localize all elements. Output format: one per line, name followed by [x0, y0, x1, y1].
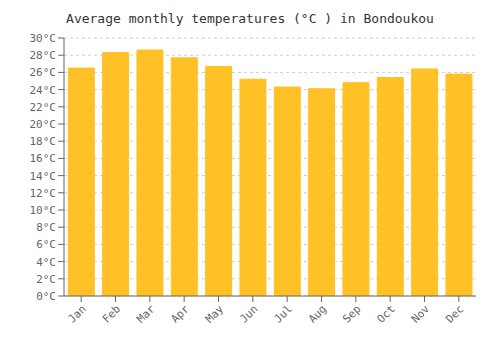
svg-text:4°C: 4°C — [36, 256, 56, 269]
svg-text:Jun: Jun — [237, 302, 260, 325]
svg-text:6°C: 6°C — [36, 238, 56, 251]
svg-text:30°C: 30°C — [30, 32, 57, 45]
svg-text:Oct: Oct — [375, 302, 398, 325]
svg-text:Feb: Feb — [100, 302, 123, 325]
svg-text:16°C: 16°C — [30, 152, 57, 165]
svg-text:Apr: Apr — [169, 302, 193, 326]
svg-text:Sep: Sep — [340, 302, 363, 325]
html-text:Average monthly temperatures (: Average monthly temperatures (°C ) in Bo… — [66, 11, 434, 26]
svg-text:10°C: 10°C — [30, 204, 57, 217]
svg-text:26°C: 26°C — [30, 66, 57, 79]
svg-text:28°C: 28°C — [30, 49, 57, 62]
svg-text:Aug: Aug — [306, 302, 329, 325]
svg-text:Mar: Mar — [134, 302, 158, 326]
svg-text:8°C: 8°C — [36, 221, 56, 234]
svg-text:22°C: 22°C — [30, 101, 57, 114]
svg-text:2°C: 2°C — [36, 273, 56, 286]
svg-text:Nov: Nov — [409, 302, 433, 326]
svg-text:24°C: 24°C — [30, 84, 57, 97]
svg-text:Jan: Jan — [66, 302, 89, 325]
svg-text:20°C: 20°C — [30, 118, 57, 131]
svg-text:12°C: 12°C — [30, 187, 57, 200]
svg-text:Dec: Dec — [443, 302, 466, 325]
svg-text:18°C: 18°C — [30, 135, 57, 148]
svg-text:May: May — [203, 302, 227, 326]
svg-text:14°C: 14°C — [30, 170, 57, 183]
svg-text:0°C: 0°C — [36, 290, 56, 303]
svg-text:Jul: Jul — [272, 302, 295, 325]
